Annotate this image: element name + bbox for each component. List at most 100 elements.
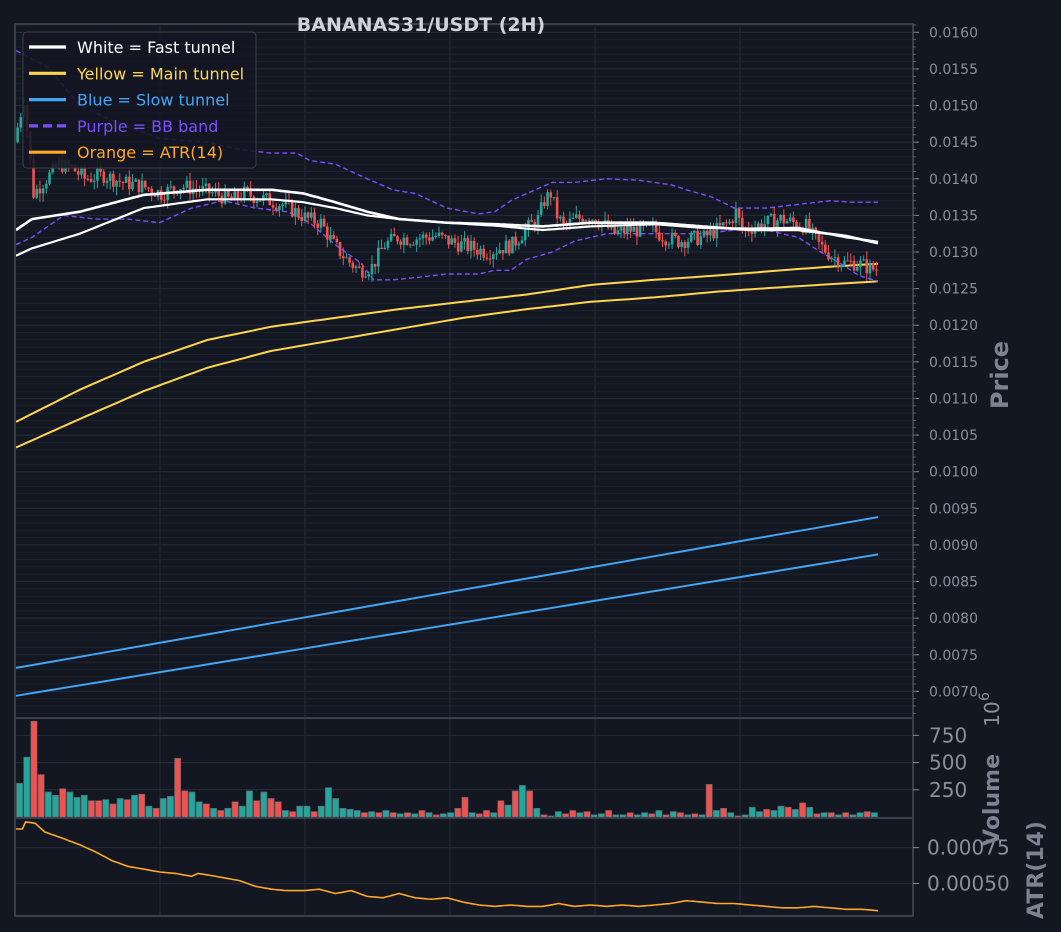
volume-bar (504, 804, 512, 818)
price-tick-label: 0.0115 (929, 355, 978, 371)
candle-body (128, 176, 131, 190)
price-tick-label: 0.0120 (929, 318, 978, 334)
candle-body (523, 229, 527, 241)
price-tick-label: 0.0125 (929, 282, 978, 298)
atr-line (16, 821, 879, 912)
candle-body (319, 218, 323, 228)
candle-body (555, 197, 559, 219)
volume-bar (562, 813, 569, 818)
volume-bar (317, 805, 325, 818)
candle-body (750, 231, 754, 234)
candle-body (849, 260, 853, 262)
candle-body (440, 232, 444, 235)
candle-body (19, 116, 23, 128)
candle-body (584, 220, 588, 223)
candle-body (373, 263, 377, 267)
volume-bar (109, 803, 117, 818)
volume-bar (123, 799, 131, 818)
candle-body (603, 219, 607, 223)
volume-bar (734, 815, 742, 818)
candle-body (463, 238, 466, 242)
candle-body (619, 227, 623, 231)
candle-body (188, 180, 192, 195)
candle-body (638, 222, 642, 237)
volume-bar (138, 793, 146, 818)
volume-bar (547, 815, 555, 818)
candle-body (852, 260, 856, 271)
candle-body (677, 235, 680, 248)
candle-body (185, 180, 189, 188)
atr-tick-label: 0.00050 (927, 871, 1010, 895)
candle-body (725, 222, 728, 224)
price-tick-label: 0.0085 (929, 575, 978, 591)
atr-tick-label: 0.00075 (927, 836, 1010, 860)
candle-body (782, 214, 786, 224)
volume-bar (131, 794, 138, 818)
candle-body (306, 212, 310, 218)
slow-tunnel-upper-line (15, 516, 879, 669)
candle-body (846, 260, 849, 262)
candle-body (613, 224, 616, 234)
candle-body (214, 189, 217, 193)
candle-body (112, 173, 115, 187)
candle-body (772, 214, 776, 229)
candle-body (195, 188, 198, 190)
volume-bar (533, 807, 541, 818)
price-tick-label: 0.0075 (929, 648, 978, 664)
candle-body (415, 239, 418, 245)
candle-body (453, 238, 457, 243)
volume-multiplier-exponent: 6 (977, 692, 993, 701)
candle-body (201, 185, 205, 192)
candle-body (875, 269, 878, 271)
candle-body (370, 263, 374, 275)
candle-body (16, 127, 19, 143)
volume-bar (526, 790, 533, 818)
candle-body (284, 200, 288, 205)
candle-body (271, 205, 275, 208)
candle-body (507, 240, 511, 254)
candle-body (207, 183, 211, 194)
candle-body (824, 244, 827, 253)
candle-body (855, 266, 859, 271)
volume-bar (368, 811, 375, 818)
candle-body (836, 257, 840, 268)
candle-body (172, 186, 176, 191)
candle-body (785, 221, 789, 224)
volume-bar (195, 801, 203, 818)
volume-bar (849, 814, 857, 818)
fast-tunnel-lower-line (15, 198, 879, 257)
volume-bar (835, 814, 842, 818)
candle-body (364, 276, 367, 278)
candle-body (249, 189, 252, 197)
volume-bar (691, 813, 699, 818)
candle-body (348, 257, 351, 263)
candle-body (760, 223, 763, 230)
candle-body (693, 230, 696, 233)
volume-bar (224, 807, 232, 818)
candle-body (488, 258, 492, 260)
main-tunnel-upper-line (15, 262, 879, 423)
candle-body (792, 217, 795, 223)
candle-body (788, 217, 792, 222)
price-tick-label: 0.0145 (929, 135, 978, 151)
candle-body (756, 223, 760, 228)
candle-body (670, 232, 674, 245)
candle-body (124, 176, 128, 183)
candle-body (447, 235, 450, 245)
candle-body (297, 208, 300, 218)
volume-bar (720, 807, 727, 818)
candle-body (121, 181, 125, 183)
volume-bar (705, 784, 713, 818)
volume-bar (483, 810, 490, 818)
candle-body (274, 207, 278, 211)
volume-bar (310, 811, 318, 818)
volume-bar (425, 812, 433, 818)
candle-body (431, 236, 434, 241)
volume-bar (174, 757, 182, 818)
volume-bar (763, 809, 771, 818)
volume-bar (181, 790, 189, 818)
volume-bar (540, 814, 548, 818)
candle-body (517, 243, 521, 246)
volume-bar (88, 800, 95, 818)
